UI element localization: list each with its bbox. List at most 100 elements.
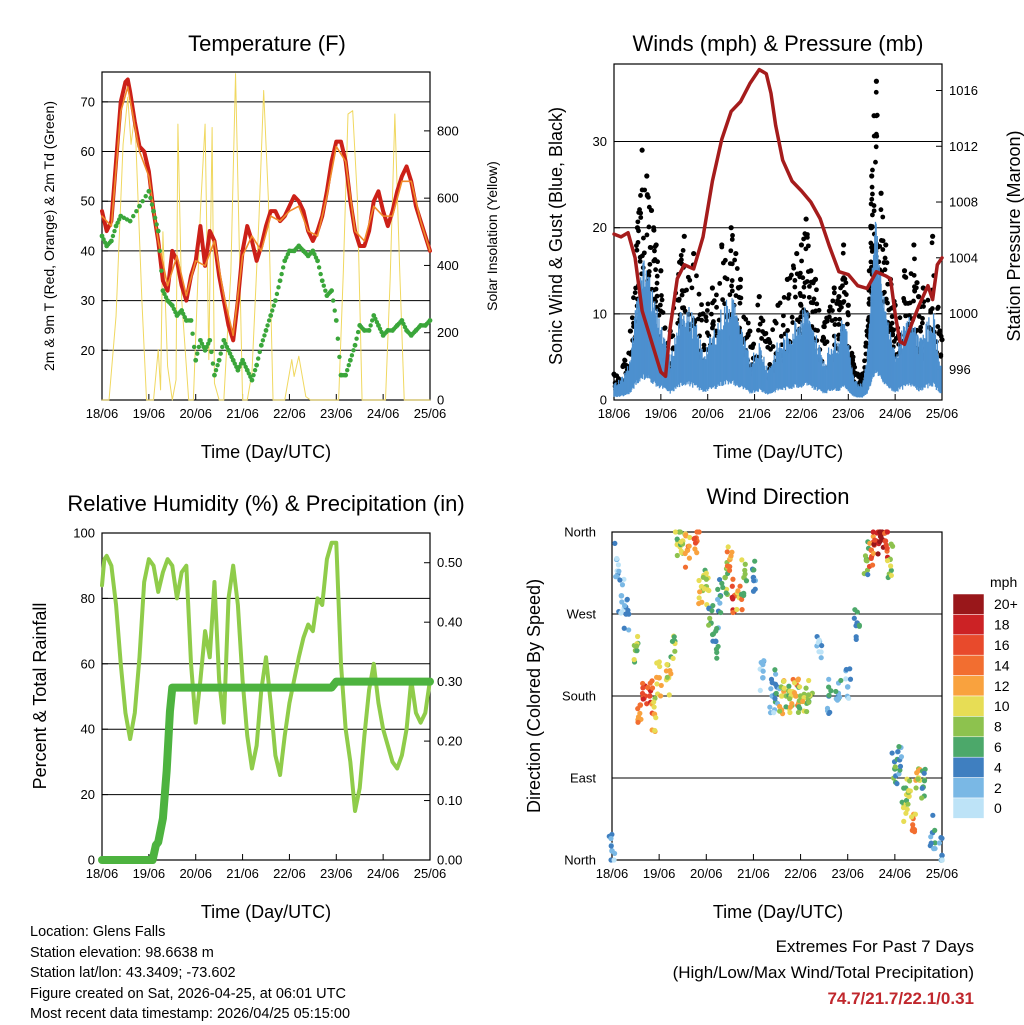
dewpoint-point <box>134 208 139 214</box>
legend-swatch <box>952 634 985 656</box>
gust-point <box>767 362 773 367</box>
gust-point <box>678 252 684 258</box>
direction-point <box>906 788 912 794</box>
direction-point <box>634 633 641 640</box>
direction-point <box>932 827 938 833</box>
direction-point <box>653 674 660 680</box>
temperature-ylabel-right: Solar Insolation (Yellow) <box>484 161 500 311</box>
gust-point <box>939 337 945 343</box>
gust-point <box>646 269 652 274</box>
direction-point <box>727 564 733 570</box>
winds-xtick-label: 19/06 <box>645 406 678 421</box>
temperature-xtick-label: 25/06 <box>414 406 447 421</box>
winds-ytick-label: 0 <box>600 393 607 408</box>
gust-point <box>662 325 668 331</box>
gust-point <box>841 289 847 295</box>
direction-title: Wind Direction <box>706 484 849 509</box>
gust-point <box>768 346 773 352</box>
direction-point <box>635 719 641 725</box>
station-location: Location: Glens Falls <box>30 924 166 940</box>
gust-point <box>791 265 797 271</box>
humidity-y2tick-label: 0.00 <box>437 853 462 868</box>
gust-point <box>703 314 709 320</box>
dewpoint-point <box>276 285 281 290</box>
legend-swatch <box>952 797 985 819</box>
direction-point <box>729 549 735 555</box>
temperature-xtick-label: 18/06 <box>86 406 119 421</box>
direction-point <box>847 676 854 682</box>
direction-point <box>877 539 883 545</box>
gust-point <box>869 184 875 190</box>
dewpoint-point <box>171 306 177 312</box>
gust-point <box>737 300 743 306</box>
dewpoint-point <box>216 357 222 363</box>
gust-point <box>705 301 711 307</box>
gust-point <box>869 249 875 254</box>
gust-point <box>798 314 804 320</box>
gust-point <box>629 315 635 321</box>
humidity-ytick-label: 40 <box>81 722 95 737</box>
direction-point <box>771 710 777 716</box>
dewpoint-point <box>115 220 120 225</box>
direction-point <box>696 577 702 584</box>
legend-swatch <box>952 777 985 799</box>
direction-point <box>805 692 812 698</box>
dewpoint-point <box>330 298 336 303</box>
legend-swatch <box>952 756 985 778</box>
winds-xtick-label: 25/06 <box>926 406 959 421</box>
gust-point <box>777 300 783 306</box>
gust-point <box>644 192 650 197</box>
gust-point <box>781 294 787 300</box>
humidity-y2tick-label: 0.40 <box>437 615 462 630</box>
direction-point <box>611 857 617 863</box>
direction-point <box>686 543 692 549</box>
direction-xtick-label: 20/06 <box>690 866 723 881</box>
direction-ylabel-left: Direction (Colored By Speed) <box>524 579 544 813</box>
direction-point <box>760 668 766 674</box>
dewpoint-point <box>209 349 214 355</box>
temperature-xtick-label: 24/06 <box>367 406 400 421</box>
direction-point <box>903 810 909 816</box>
dewpoint-point <box>354 336 359 341</box>
gust-point <box>691 250 697 257</box>
dewpoint-point <box>255 356 261 361</box>
direction-point <box>843 676 849 682</box>
gust-point <box>732 257 738 263</box>
dewpoint-point <box>241 361 247 366</box>
direction-point <box>875 551 881 557</box>
gust-point <box>815 328 821 333</box>
direction-point <box>827 709 833 715</box>
direction-point <box>612 850 618 857</box>
gust-point <box>869 173 875 179</box>
temperature-ytick-label: 70 <box>81 94 95 109</box>
winds-xtick-label: 24/06 <box>879 406 912 421</box>
dewpoint-point <box>260 338 266 343</box>
humidity-ytick-label: 60 <box>81 656 95 671</box>
direction-ytick-label: West <box>567 607 597 622</box>
direction-point <box>939 857 945 863</box>
direction-point <box>694 550 700 556</box>
gust-point <box>729 278 735 283</box>
gust-point <box>680 247 686 253</box>
humidity-xtick-label: 21/06 <box>226 866 259 881</box>
direction-point <box>737 583 743 589</box>
direction-point <box>633 643 640 649</box>
temperature-xtick-label: 19/06 <box>133 406 166 421</box>
direction-point <box>617 577 623 583</box>
direction-point <box>682 550 688 557</box>
direction-point <box>701 586 707 592</box>
direction-point <box>897 763 904 769</box>
gust-point <box>870 212 875 218</box>
direction-point <box>729 594 735 600</box>
gust-point <box>699 302 704 308</box>
gust-point <box>869 196 875 202</box>
direction-point <box>864 558 870 564</box>
direction-point <box>649 685 656 691</box>
gust-point <box>781 313 786 319</box>
humidity-xtick-label: 24/06 <box>367 866 400 881</box>
humidity-xtick-label: 22/06 <box>273 866 306 881</box>
humidity-y2tick-label: 0.50 <box>437 555 462 570</box>
direction-point <box>921 778 928 784</box>
direction-point <box>715 586 721 592</box>
direction-point <box>884 529 891 535</box>
